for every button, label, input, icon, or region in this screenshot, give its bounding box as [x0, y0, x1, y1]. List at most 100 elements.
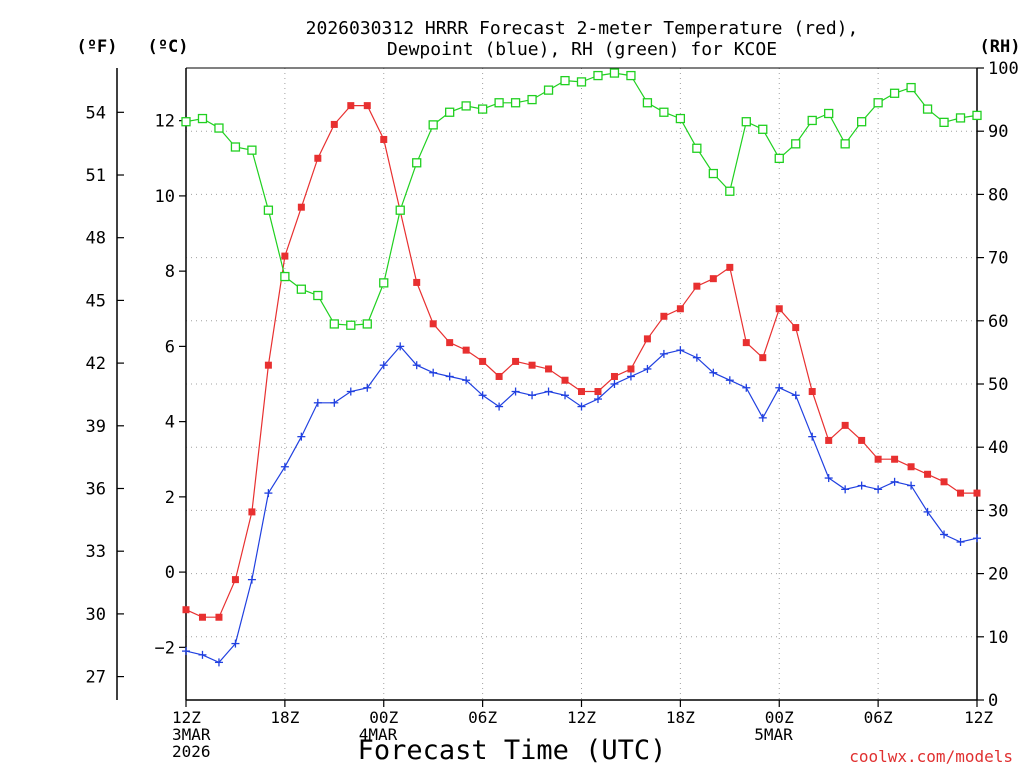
celsius-tick-label: 2 — [165, 488, 175, 508]
x-tick-label: 12Z — [964, 708, 993, 727]
x-tick-label: 18Z — [666, 708, 695, 727]
dewpoint-point — [280, 462, 289, 471]
fahrenheit-tick-label: 27 — [86, 668, 106, 688]
celsius-tick-label: 0 — [165, 563, 175, 583]
rh-point — [906, 82, 916, 93]
temperature-point — [808, 388, 816, 396]
rh-point — [527, 94, 537, 105]
dewpoint-point — [857, 481, 866, 490]
fahrenheit-tick-label: 45 — [86, 291, 106, 311]
temperature-point — [512, 357, 520, 365]
temperature-point — [446, 339, 454, 347]
temperature-point — [973, 489, 981, 497]
temperature-point — [561, 376, 569, 384]
dewpoint-point — [725, 376, 734, 385]
dewpoint-point — [841, 485, 850, 494]
rh-point — [692, 143, 702, 153]
dewpoint-point — [626, 372, 635, 381]
dewpoint-point — [742, 383, 751, 392]
temperature-point — [363, 102, 371, 110]
dewpoint-point — [907, 481, 916, 490]
fahrenheit-tick-label: 33 — [86, 542, 106, 562]
rh-point — [461, 101, 471, 111]
fahrenheit-tick-label: 36 — [86, 479, 106, 499]
x-tick-label: 12Z — [567, 708, 596, 727]
rh-point — [741, 117, 751, 127]
rh-point — [922, 104, 933, 114]
rh-tick-label: 50 — [988, 375, 1008, 395]
temperature-point — [924, 470, 932, 478]
temperature-point — [627, 365, 635, 373]
temperature-point — [545, 365, 553, 373]
temperature-point — [693, 282, 701, 290]
dewpoint-point — [593, 395, 602, 404]
rh-point — [477, 104, 488, 114]
temperature-point — [709, 275, 717, 283]
dewpoint-point — [495, 402, 504, 411]
rh-point — [412, 158, 422, 168]
rh-point — [362, 319, 372, 329]
celsius-tick-label: 8 — [165, 262, 175, 282]
temperature-point — [479, 357, 487, 365]
temperature-point — [841, 421, 849, 429]
dewpoint-point — [890, 477, 899, 486]
fahrenheit-tick-label: 51 — [86, 166, 106, 186]
temperature-point — [940, 478, 948, 486]
temperature-point — [314, 154, 322, 162]
dewpoint-point — [775, 383, 784, 392]
temperature-point — [891, 455, 899, 463]
x-date-label: 5MAR — [754, 725, 793, 744]
rh-point — [972, 110, 982, 121]
temperature-point — [215, 613, 223, 621]
temperature-point — [380, 135, 388, 143]
rh-point — [873, 98, 883, 108]
rh-unit-label: (RH) — [980, 37, 1021, 57]
temperature-point — [907, 463, 915, 471]
data-series — [181, 68, 982, 667]
dewpoint-point — [791, 391, 800, 400]
temperature-point — [198, 613, 206, 621]
rh-point — [428, 120, 438, 130]
temperature-point — [248, 508, 256, 516]
temperature-point — [676, 305, 684, 313]
dewpoint-point — [396, 342, 405, 351]
temperature-point — [429, 320, 437, 328]
temperature-point — [594, 388, 602, 396]
rh-point — [675, 113, 686, 124]
rh-point — [230, 142, 241, 152]
temperature-point — [182, 606, 190, 614]
dewpoint-point — [379, 361, 388, 370]
temperature-point — [281, 252, 289, 260]
dewpoint-point — [709, 368, 718, 377]
temperature-point — [660, 312, 668, 320]
rh-point — [626, 70, 636, 81]
rh-point — [708, 168, 718, 179]
rh-point — [824, 108, 834, 119]
temperature-point — [726, 263, 734, 271]
temperature-point — [413, 278, 421, 286]
rh-point — [181, 117, 191, 127]
dewpoint-point — [758, 413, 767, 422]
series-temperature — [182, 102, 981, 621]
fahrenheit-unit-label: (ºF) — [77, 37, 118, 57]
rh-tick-label: 40 — [988, 438, 1008, 458]
temperature-point — [874, 455, 882, 463]
x-tick-label: 06Z — [864, 708, 893, 727]
celsius-tick-label: 4 — [165, 413, 175, 433]
temperature-point — [759, 354, 767, 362]
rh-point — [379, 278, 389, 288]
rh-point — [955, 113, 966, 123]
temperature-point — [528, 361, 536, 369]
dewpoint-point — [511, 387, 520, 396]
fahrenheit-tick-label: 30 — [86, 605, 106, 625]
temperature-point — [231, 576, 239, 584]
x-date-label: 4MAR — [359, 725, 398, 744]
temperature-point — [957, 489, 965, 497]
rh-point — [889, 88, 900, 98]
celsius-tick-label: 6 — [165, 337, 175, 357]
rh-tick-label: 10 — [988, 628, 1008, 648]
rh-tick-label: 60 — [988, 312, 1008, 332]
fahrenheit-tick-label: 48 — [86, 229, 106, 249]
